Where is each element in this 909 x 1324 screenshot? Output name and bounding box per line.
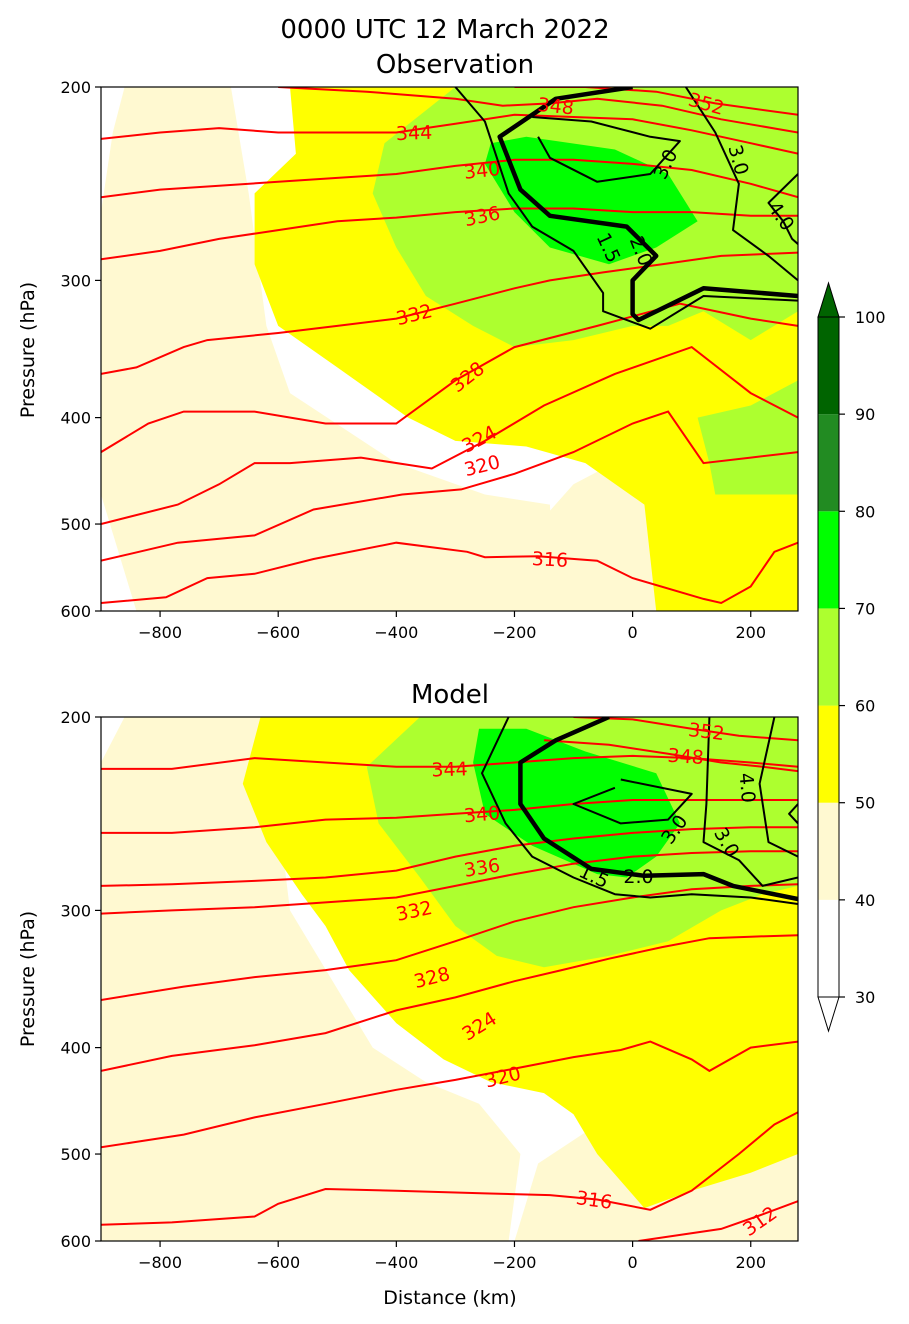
colorbar-tick-label: 70 — [855, 599, 875, 618]
y-axis-label-top: Pressure (hPa) — [17, 282, 39, 418]
wind-contour-2 — [518, 717, 798, 902]
theta-contour-label: 348 — [667, 745, 705, 769]
y-tick-label: 400 — [60, 1039, 91, 1058]
colorbar-segment-30 — [818, 899, 839, 997]
theta-contour-332 — [101, 850, 798, 915]
filled-contour-40 — [101, 717, 521, 1241]
y-tick-label: 300 — [60, 271, 91, 290]
colorbar-segment-90 — [818, 317, 839, 415]
theta-contour-label: 316 — [531, 548, 568, 572]
filled-contour-60 — [697, 380, 798, 495]
colorbar-segment-40 — [818, 802, 839, 900]
colorbar-extend-max — [817, 281, 840, 318]
y-tick-label: 200 — [60, 78, 91, 97]
wind-contour-1.5 — [454, 87, 798, 330]
theta-contour-336 — [101, 207, 798, 261]
theta-contour-328 — [101, 302, 798, 453]
colorbar-segment-60 — [818, 608, 839, 706]
x-tick-label: 0 — [628, 1253, 638, 1272]
theta-contour-label: 352 — [687, 719, 726, 745]
theta-contour-332 — [101, 251, 798, 375]
theta-contour-320 — [101, 410, 798, 562]
theta-contour-316 — [101, 1111, 798, 1226]
theta-contour-344 — [101, 113, 798, 155]
axes-frame — [100, 716, 799, 1242]
theta-contour-label: 344 — [396, 122, 433, 145]
theta-contour-320 — [101, 1040, 798, 1149]
theta-contour-352 — [514, 87, 798, 116]
theta-contour-label: 344 — [431, 758, 468, 781]
filled-contour-70 — [484, 136, 698, 265]
colorbar-segment-80 — [818, 414, 839, 512]
theta-contour-312 — [638, 1200, 798, 1241]
wind-contour-3 — [572, 778, 693, 825]
theta-contour-340 — [101, 799, 798, 834]
theta-contour-328 — [101, 883, 798, 1001]
colorbar-tick-label: 40 — [855, 891, 875, 910]
y-tick-label: 400 — [60, 409, 91, 428]
theta-contour-label: 316 — [575, 1187, 614, 1214]
y-tick-label: 300 — [60, 901, 91, 920]
theta-contour-316 — [101, 541, 798, 605]
colorbar-extend-min — [817, 996, 840, 1033]
axes-frame — [100, 86, 799, 612]
x-tick-label: 200 — [735, 623, 766, 642]
wind-contour-label: 2.0 — [623, 866, 653, 888]
y-axis-label-bottom: Pressure (hPa) — [17, 911, 39, 1047]
x-tick-label: −200 — [492, 623, 536, 642]
wind-contour-3 — [684, 87, 798, 282]
x-tick-label: −600 — [256, 1253, 300, 1272]
colorbar-tick-label: 80 — [855, 502, 875, 521]
x-tick-label: −800 — [138, 623, 182, 642]
colorbar-tick-label: 50 — [855, 794, 875, 813]
colorbar: 30 40 50 60 70 80 90 100 — [817, 281, 886, 1033]
theta-contour-348 — [543, 739, 798, 773]
y-tick-label: 500 — [60, 515, 91, 534]
colorbar-segment-50 — [818, 705, 839, 803]
x-tick-label: −200 — [492, 1253, 536, 1272]
colorbar-tick-label: 30 — [855, 988, 875, 1007]
colorbar-frame — [817, 316, 840, 998]
wind-contour-4 — [767, 173, 798, 245]
filled-contour-40 — [101, 87, 556, 611]
colorbar-tick-label: 90 — [855, 405, 875, 424]
wind-contour-1.5 — [481, 717, 798, 905]
x-tick-label: 200 — [735, 1253, 766, 1272]
figure-title: 0000 UTC 12 March 2022 — [280, 15, 609, 45]
colorbar-tick-label: 100 — [855, 308, 886, 327]
x-tick-label: −400 — [374, 623, 418, 642]
theta-contour-336 — [101, 826, 798, 887]
theta-contour-324 — [101, 934, 798, 1072]
x-tick-label: −400 — [374, 1253, 418, 1272]
y-tick-label: 500 — [60, 1145, 91, 1164]
theta-contour-352 — [573, 717, 798, 742]
y-tick-label: 600 — [60, 602, 91, 621]
colorbar-tick-label: 60 — [855, 697, 875, 716]
theta-contour-label: 340 — [463, 158, 501, 184]
wind-contour-4 — [758, 717, 798, 858]
panel-title-top: Observation — [376, 50, 534, 80]
wind-contour-3 — [532, 116, 681, 183]
theta-contour-340 — [101, 158, 798, 199]
x-tick-label: −600 — [256, 623, 300, 642]
theta-contour-label: 340 — [463, 802, 501, 827]
x-axis-label: Distance (km) — [383, 1287, 516, 1309]
panel-title-bottom: Model — [411, 680, 489, 710]
x-tick-label: −800 — [138, 1253, 182, 1272]
wind-contour-2 — [497, 87, 798, 323]
colorbar-segment-70 — [818, 511, 839, 609]
wind-contour-4 — [788, 803, 798, 825]
wind-contour-label: 4.0 — [735, 772, 760, 804]
x-tick-label: 0 — [628, 623, 638, 642]
y-tick-label: 200 — [60, 708, 91, 727]
y-tick-label: 600 — [60, 1232, 91, 1251]
wind-contour-3 — [702, 717, 798, 887]
theta-contour-label: 348 — [537, 94, 575, 120]
theta-contour-324 — [101, 345, 798, 525]
